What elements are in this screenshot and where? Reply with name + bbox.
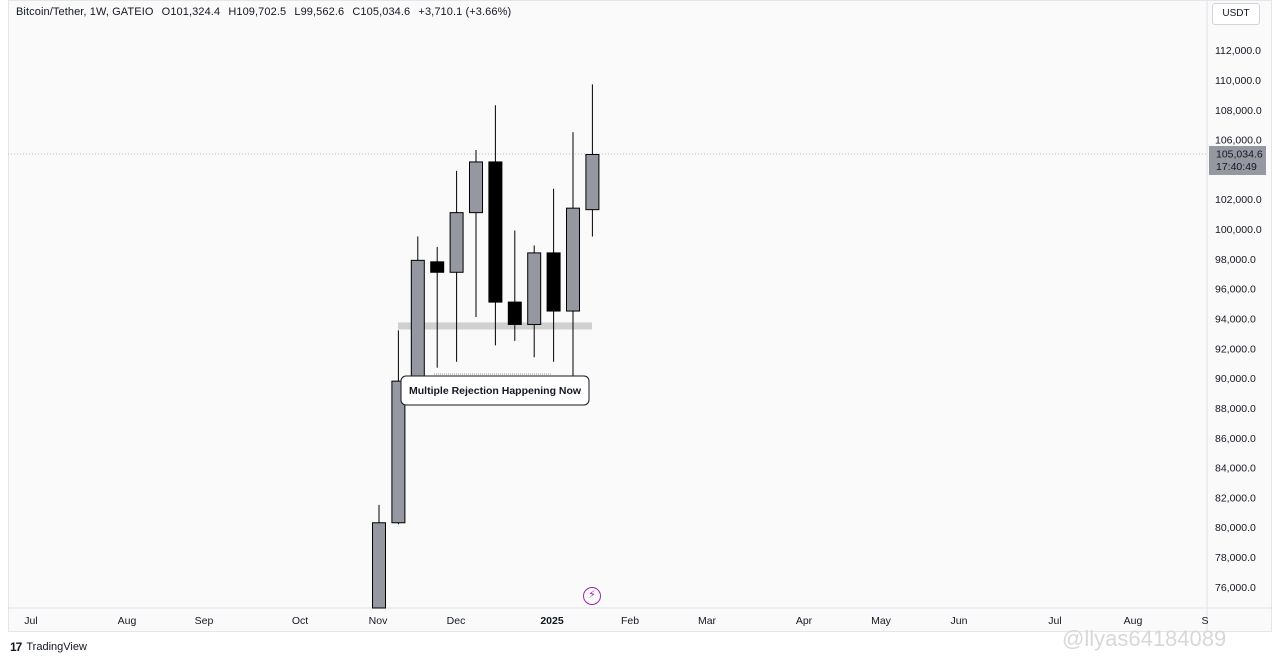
legend-symbol[interactable]: Bitcoin/Tether, 1W, GATEIO xyxy=(16,6,154,18)
tradingview-logo-icon: 17 xyxy=(10,640,22,654)
countdown-label: 17:40:49 xyxy=(1216,161,1257,173)
y-tick-label: 84,000.0 xyxy=(1215,463,1256,475)
candle-body xyxy=(507,301,522,325)
y-tick-label: 86,000.0 xyxy=(1215,433,1256,445)
candle-body xyxy=(372,522,386,609)
legend-change: +3,710.1 (+3.66%) xyxy=(418,6,512,18)
x-tick-label: S xyxy=(1201,615,1208,627)
y-tick-label: 100,000.0 xyxy=(1215,224,1262,236)
y-tick-label: 82,000.0 xyxy=(1215,492,1256,504)
y-tick-label: 94,000.0 xyxy=(1215,314,1256,326)
symbol-legend: Bitcoin/Tether, 1W, GATEIO O101,324.4 H1… xyxy=(16,6,516,18)
y-tick-label: 78,000.0 xyxy=(1215,552,1256,564)
brand-label: TradingView xyxy=(26,641,87,653)
y-tick-label: 92,000.0 xyxy=(1215,343,1256,355)
candle-body xyxy=(410,259,425,379)
x-tick-label: Aug xyxy=(1124,615,1143,627)
x-tick-label: 2025 xyxy=(540,615,564,627)
y-tick-label: 102,000.0 xyxy=(1215,194,1262,206)
tradingview-logo[interactable]: 17 TradingView xyxy=(10,640,87,654)
y-tick-label: 76,000.0 xyxy=(1215,582,1256,594)
y-tick-label: 108,000.0 xyxy=(1215,105,1262,117)
x-tick-label: Apr xyxy=(796,615,813,627)
x-tick-label: Dec xyxy=(447,615,466,627)
legend-open: O101,324.4 xyxy=(161,6,221,18)
candle-body xyxy=(488,161,503,303)
watermark-text: @llyas64184089 xyxy=(1062,626,1227,651)
candle-body xyxy=(469,161,483,214)
y-tick-label: 90,000.0 xyxy=(1215,373,1256,385)
x-tick-label: Jul xyxy=(24,615,37,627)
legend-high: H109,702.5 xyxy=(228,6,287,18)
x-tick-label: Jun xyxy=(951,615,968,627)
currency-unit-button[interactable]: USDT xyxy=(1212,3,1260,25)
candle-body xyxy=(391,380,406,524)
annotation-box xyxy=(400,375,590,406)
x-tick-label: Nov xyxy=(369,615,388,627)
chart-frame xyxy=(8,0,1272,632)
last-price-label: 105,034.6 xyxy=(1216,148,1263,160)
y-tick-label: 80,000.0 xyxy=(1215,522,1256,534)
lightning-bolt-icon[interactable]: ⚡ xyxy=(583,587,601,605)
x-tick-label: Jul xyxy=(1048,615,1061,627)
x-tick-label: Mar xyxy=(698,615,717,627)
y-tick-label: 112,000.0 xyxy=(1215,45,1261,57)
y-tick-label: 96,000.0 xyxy=(1215,284,1256,296)
legend-close: C105,034.6 xyxy=(352,6,411,18)
candle-body xyxy=(566,207,580,312)
x-tick-label: Aug xyxy=(118,615,137,627)
annotation-text: Multiple Rejection Happening Now xyxy=(409,385,582,397)
y-tick-label: 110,000.0 xyxy=(1215,75,1261,87)
last-price-tag xyxy=(1209,145,1266,175)
candle-body xyxy=(585,153,600,211)
legend-low: L99,562.6 xyxy=(294,6,345,18)
y-tick-label: 88,000.0 xyxy=(1215,403,1256,415)
candle-body xyxy=(527,252,542,325)
x-tick-label: May xyxy=(871,615,892,627)
y-tick-label: 106,000.0 xyxy=(1215,135,1262,147)
x-tick-label: Oct xyxy=(292,615,308,627)
x-tick-label: Feb xyxy=(621,615,639,627)
candle-body xyxy=(546,252,561,312)
y-tick-label: 98,000.0 xyxy=(1215,254,1256,266)
x-tick-label: Sep xyxy=(195,615,214,627)
price-chart[interactable]: 112,000.0 110,000.0 108,000.0 106,000.0 102,… xyxy=(0,0,1280,632)
candle-body xyxy=(430,261,445,273)
candle-body xyxy=(449,212,464,273)
